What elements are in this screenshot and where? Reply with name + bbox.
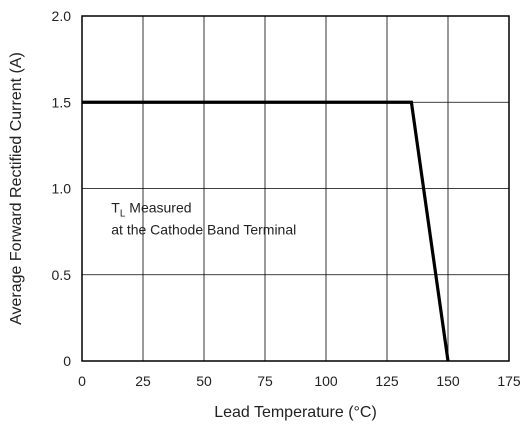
y-tick-label: 0.5 <box>52 267 72 283</box>
x-axis-label: Lead Temperature (°C) <box>214 404 377 421</box>
x-tick-label: 125 <box>375 373 399 389</box>
x-tick-label: 25 <box>135 373 151 389</box>
annotation-symbol: T <box>111 200 120 216</box>
y-axis-label: Average Forward Rectified Current (A) <box>8 52 25 325</box>
x-tick-label: 50 <box>196 373 212 389</box>
annotation-line1: TL Measured <box>111 200 191 220</box>
x-tick-label: 75 <box>257 373 273 389</box>
y-tick-label: 2.0 <box>52 8 72 24</box>
y-tick-label: 1.5 <box>52 94 72 110</box>
grid-lines <box>82 16 509 361</box>
x-tick-label: 150 <box>436 373 460 389</box>
plot-frame <box>81 15 510 362</box>
annotation-measured: Measured <box>125 200 191 216</box>
series-line-0 <box>82 100 450 362</box>
series-layer <box>82 100 450 362</box>
y-tick-label: 1.0 <box>52 181 72 197</box>
x-tick-label: 100 <box>314 373 338 389</box>
y-tick-label: 0 <box>63 353 71 369</box>
annotation-line2: at the Cathode Band Terminal <box>111 222 296 238</box>
y-tick-labels: 0 0.5 1.0 1.5 2.0 <box>52 8 72 369</box>
x-tick-label: 175 <box>497 373 521 389</box>
x-tick-label: 0 <box>78 373 86 389</box>
x-tick-labels: 0 25 50 75 100 125 150 175 <box>78 373 521 389</box>
annotation-subscript: L <box>120 209 126 220</box>
